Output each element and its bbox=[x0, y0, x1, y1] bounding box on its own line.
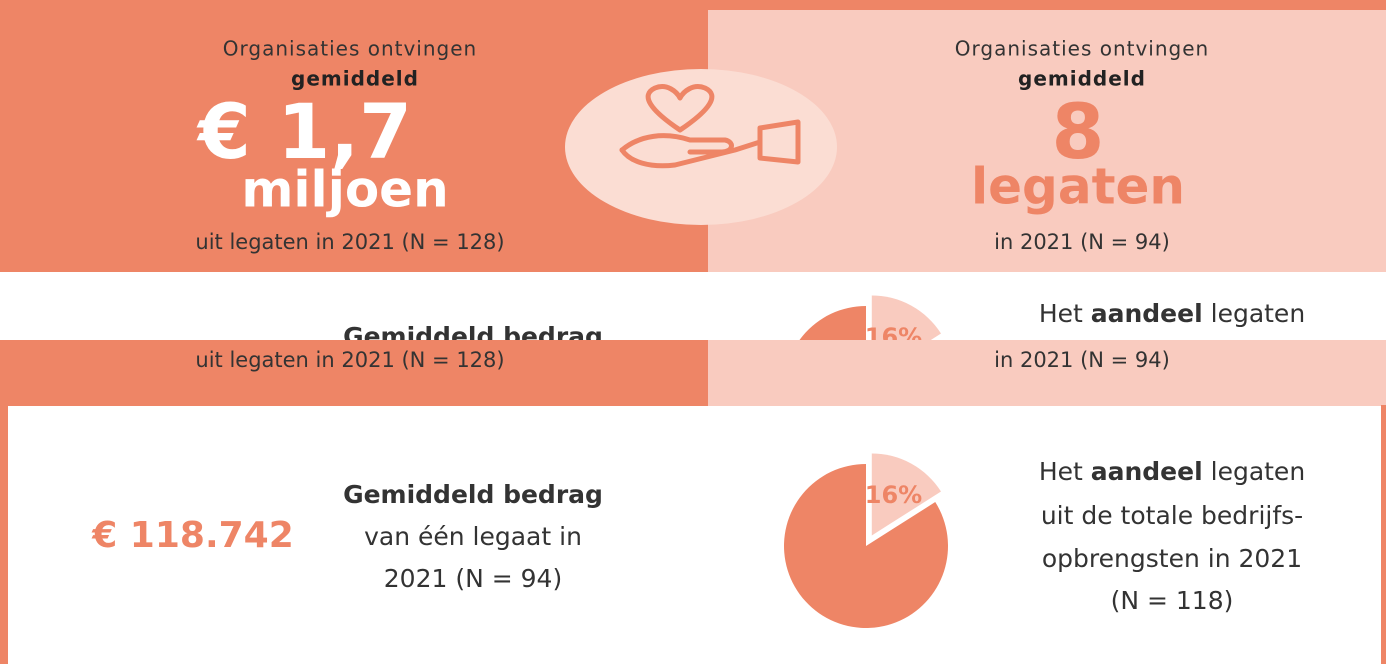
text: Het bbox=[1039, 299, 1091, 328]
pie: 16% bbox=[783, 453, 948, 628]
headline: 8 bbox=[1052, 87, 1105, 176]
text: uit legaten in 2021 (N = 128) bbox=[195, 230, 504, 254]
headline: € 1,7 bbox=[196, 87, 412, 176]
text: (N = 118) bbox=[1111, 586, 1234, 615]
pie-slice bbox=[871, 453, 942, 536]
text: gemiddeld bbox=[1018, 67, 1146, 91]
text: Het aandeel legaten bbox=[1039, 457, 1305, 486]
text: in 2021 (N = 94) bbox=[994, 230, 1170, 254]
icon-circle bbox=[565, 69, 837, 225]
left-edge bbox=[0, 405, 8, 664]
headline: legaten bbox=[971, 158, 1185, 216]
pie-slice bbox=[799, 306, 866, 340]
pie-slice bbox=[871, 295, 942, 340]
right-edge bbox=[1381, 405, 1386, 664]
pie: 16% bbox=[799, 295, 942, 351]
text: Het aandeel legaten bbox=[1039, 299, 1305, 328]
text: 2021 (N = 94) bbox=[384, 406, 562, 435]
text: gemiddeld bbox=[291, 67, 419, 91]
text: 2021 (N = 94) bbox=[384, 564, 562, 593]
text: uit de totale bedrijfs- bbox=[1041, 501, 1303, 530]
strip-bg bbox=[0, 272, 1386, 340]
text: aandeel bbox=[1091, 299, 1203, 328]
headline: miljoen bbox=[241, 161, 448, 219]
slice-label: 16% bbox=[865, 323, 922, 351]
left-panel bbox=[0, 340, 708, 406]
pie-slice bbox=[783, 464, 948, 628]
text: (N = 118) bbox=[1111, 428, 1234, 457]
text: Gemiddeld bedrag bbox=[343, 480, 603, 509]
text: Het bbox=[1039, 457, 1091, 486]
text: Organisaties ontvingen bbox=[955, 37, 1209, 61]
right-panel bbox=[708, 340, 1386, 406]
text: legaten bbox=[1203, 299, 1306, 328]
text: legaten bbox=[1203, 457, 1306, 486]
text: aandeel bbox=[1091, 457, 1203, 486]
text: van één legaat in bbox=[364, 522, 582, 551]
text: Organisaties ontvingen bbox=[223, 37, 477, 61]
text: in 2021 (N = 94) bbox=[994, 348, 1170, 372]
text: uit legaten in 2021 (N = 128) bbox=[195, 348, 504, 372]
amount: € 118.742 bbox=[91, 515, 294, 556]
slice-label: 16% bbox=[865, 481, 922, 509]
lower-section: € 118.742 Gemiddeld bedrag van één legaa… bbox=[91, 453, 1305, 628]
glitch-strip: € 118.742 Gemiddeld bedrag van één legaa… bbox=[0, 272, 1386, 457]
text: Gemiddeld bedrag bbox=[343, 322, 603, 351]
text: opbrengsten in 2021 bbox=[1042, 544, 1302, 573]
lower-section: € 118.742 Gemiddeld bedrag van één legaa… bbox=[343, 295, 1305, 457]
hand-heart-icon bbox=[619, 84, 801, 169]
